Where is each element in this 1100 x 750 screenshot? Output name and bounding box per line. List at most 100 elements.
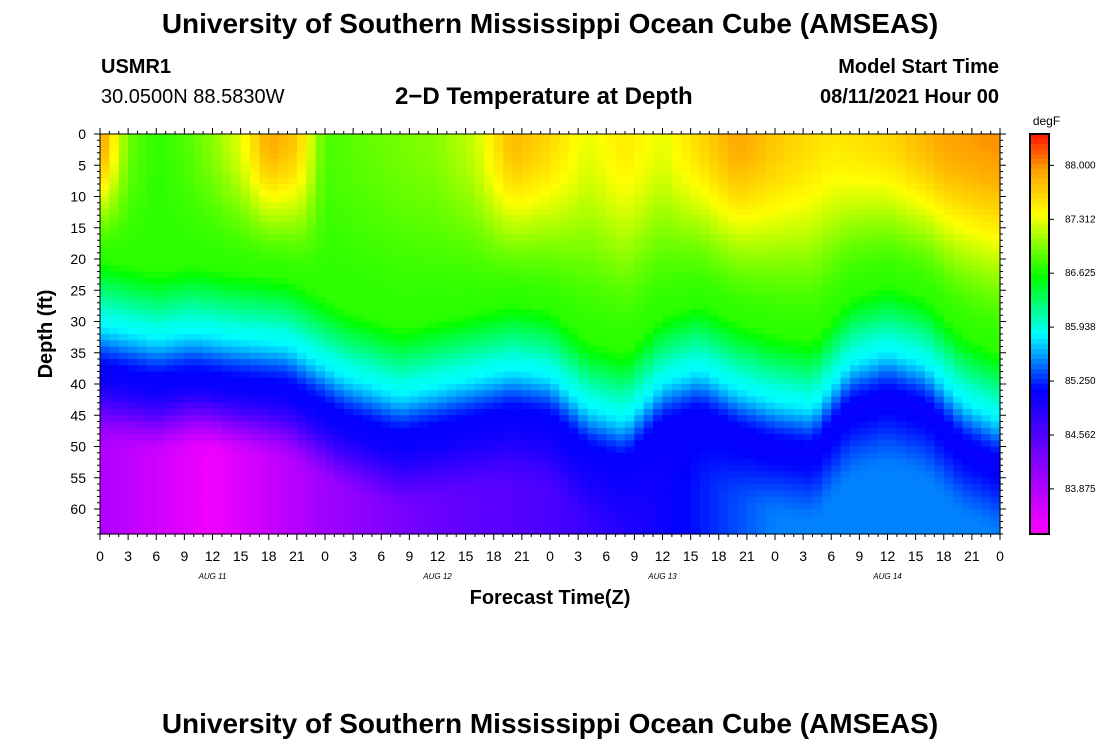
heatmap-cell bbox=[812, 221, 823, 229]
heatmap-cell bbox=[362, 490, 373, 498]
heatmap-cell bbox=[662, 290, 673, 298]
heatmap-cell bbox=[821, 202, 832, 210]
heatmap-cell bbox=[296, 265, 307, 273]
heatmap-cell bbox=[203, 377, 214, 385]
heatmap-cell bbox=[231, 527, 242, 535]
heatmap-cell bbox=[353, 146, 364, 154]
heatmap-cell bbox=[512, 390, 523, 398]
heatmap-cell bbox=[184, 340, 195, 348]
heatmap-cell bbox=[184, 384, 195, 391]
heatmap-cell bbox=[578, 452, 589, 460]
heatmap-cell bbox=[362, 259, 373, 266]
heatmap-cell bbox=[156, 227, 167, 235]
heatmap-cell bbox=[493, 284, 504, 291]
heatmap-cell bbox=[343, 321, 354, 329]
heatmap-cell bbox=[437, 140, 448, 148]
heatmap-cell bbox=[315, 434, 326, 441]
heatmap-cell bbox=[540, 396, 551, 404]
heatmap-cell bbox=[165, 202, 176, 210]
heatmap-cell bbox=[653, 302, 664, 310]
heatmap-cell bbox=[681, 140, 692, 148]
heatmap-cell bbox=[737, 277, 748, 285]
heatmap-cell bbox=[315, 496, 326, 504]
heatmap-cell bbox=[512, 515, 523, 523]
heatmap-cell bbox=[540, 140, 551, 148]
heatmap-cell bbox=[381, 271, 392, 279]
heatmap-cell bbox=[418, 159, 429, 166]
heatmap-cell bbox=[559, 402, 570, 410]
heatmap-cell bbox=[690, 215, 701, 223]
heatmap-cell bbox=[803, 240, 814, 248]
heatmap-cell bbox=[146, 415, 157, 423]
heatmap-cell bbox=[634, 359, 645, 366]
heatmap-cell bbox=[343, 402, 354, 410]
heatmap-cell bbox=[615, 421, 626, 429]
heatmap-cell bbox=[709, 365, 720, 373]
heatmap-cell bbox=[400, 159, 410, 166]
heatmap-cell bbox=[512, 346, 523, 354]
heatmap-cell bbox=[212, 409, 223, 416]
heatmap-cell bbox=[662, 402, 673, 410]
heatmap-cell bbox=[484, 265, 495, 273]
heatmap-cell bbox=[746, 146, 757, 154]
heatmap-cell bbox=[475, 352, 485, 360]
heatmap-cell bbox=[212, 190, 223, 198]
heatmap-cell bbox=[784, 221, 795, 229]
heatmap-cell bbox=[521, 252, 532, 260]
heatmap-cell bbox=[568, 396, 579, 404]
heatmap-cell bbox=[128, 177, 139, 185]
heatmap-cell bbox=[784, 234, 795, 241]
heatmap-cell bbox=[803, 484, 814, 491]
heatmap-cell bbox=[268, 502, 279, 510]
heatmap-cell bbox=[287, 296, 298, 304]
heatmap-cell bbox=[278, 171, 289, 179]
heatmap-cell bbox=[493, 146, 504, 154]
heatmap-cell bbox=[315, 146, 326, 154]
heatmap-cell bbox=[784, 390, 795, 398]
heatmap-cell bbox=[456, 177, 467, 185]
heatmap-cell bbox=[118, 290, 129, 298]
heatmap-cell bbox=[784, 177, 795, 185]
heatmap-cell bbox=[165, 246, 176, 254]
heatmap-cell bbox=[259, 371, 270, 379]
heatmap-cell bbox=[353, 296, 364, 304]
heatmap-cell bbox=[409, 409, 420, 416]
heatmap-cell bbox=[240, 509, 251, 516]
heatmap-cell bbox=[793, 415, 804, 423]
heatmap-cell bbox=[503, 340, 514, 348]
heatmap-cell bbox=[315, 246, 326, 254]
heatmap-cell bbox=[278, 402, 289, 410]
heatmap-cell bbox=[268, 415, 279, 423]
heatmap-cell bbox=[606, 321, 617, 329]
heatmap-cell bbox=[503, 259, 514, 266]
heatmap-cell bbox=[634, 259, 645, 266]
heatmap-cell bbox=[531, 215, 542, 223]
heatmap-cell bbox=[793, 234, 804, 241]
heatmap-cell bbox=[203, 427, 214, 435]
heatmap-cell bbox=[671, 371, 682, 379]
heatmap-cell bbox=[221, 459, 232, 466]
heatmap-cell bbox=[662, 509, 673, 516]
heatmap-cell bbox=[709, 334, 720, 341]
heatmap-cell bbox=[662, 165, 673, 173]
heatmap-cell bbox=[118, 459, 129, 466]
heatmap-cell bbox=[709, 440, 720, 448]
heatmap-cell bbox=[803, 152, 814, 160]
heatmap-cell bbox=[203, 159, 214, 166]
heatmap-cell bbox=[587, 184, 598, 191]
heatmap-cell bbox=[146, 465, 157, 473]
heatmap-cell bbox=[671, 434, 682, 441]
heatmap-cell bbox=[221, 346, 232, 354]
heatmap-cell bbox=[550, 234, 560, 241]
heatmap-cell bbox=[278, 340, 289, 348]
heatmap-cell bbox=[268, 465, 279, 473]
heatmap-cell bbox=[578, 371, 589, 379]
heatmap-cell bbox=[250, 309, 260, 316]
heatmap-cell bbox=[390, 209, 401, 216]
heatmap-cell bbox=[315, 252, 326, 260]
heatmap-cell bbox=[737, 290, 748, 298]
heatmap-cell bbox=[193, 471, 204, 479]
heatmap-cell bbox=[325, 459, 335, 466]
heatmap-cell bbox=[175, 459, 185, 466]
heatmap-cell bbox=[278, 484, 289, 491]
